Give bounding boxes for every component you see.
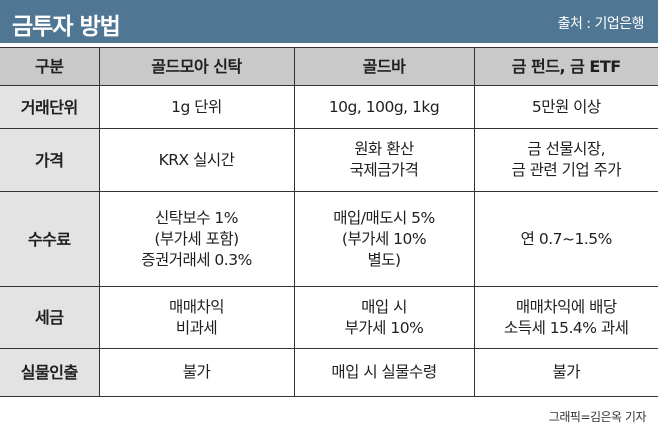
- table-cell: 10g, 100g, 1kg: [293, 85, 475, 129]
- table-cell: 매입 시 실물수령: [293, 348, 475, 397]
- table-row: 실물인출 불가 매입 시 실물수령 불가: [0, 348, 658, 397]
- page-title: 금투자 방법: [12, 14, 121, 40]
- row-label: 실물인출: [0, 348, 100, 397]
- table-cell: 매매차익 비과세: [98, 286, 295, 349]
- table-cell: 연 0.7~1.5%: [473, 191, 658, 287]
- header-row: 구분 골드모아 신탁 골드바 금 펀드, 금 ETF: [0, 47, 658, 86]
- header-gold-fund-etf: 금 펀드, 금 ETF: [473, 47, 658, 86]
- table-cell: 원화 환산 국제금가격: [293, 128, 475, 192]
- source-label: 출처 : 기업은행: [557, 16, 645, 32]
- table-cell: 불가: [473, 348, 658, 397]
- table-cell: 매입/매도시 5% (부가세 10% 별도): [293, 191, 475, 287]
- comparison-table: 구분 골드모아 신탁 골드바 금 펀드, 금 ETF 거래단위 1g 단위 10…: [0, 47, 658, 397]
- credit-label: 그래픽=김은옥 기자: [548, 410, 647, 424]
- table-cell: 1g 단위: [98, 85, 295, 129]
- table-cell: 불가: [98, 348, 295, 397]
- table-cell: 신탁보수 1% (부가세 포함) 증권거래세 0.3%: [98, 191, 295, 287]
- title-bar: 금투자 방법 출처 : 기업은행: [0, 0, 658, 43]
- table-cell: 금 선물시장, 금 관련 기업 주가: [473, 128, 658, 192]
- table-cell: KRX 실시간: [98, 128, 295, 192]
- row-label: 거래단위: [0, 85, 100, 129]
- table-row: 거래단위 1g 단위 10g, 100g, 1kg 5만원 이상: [0, 85, 658, 129]
- table-row: 가격 KRX 실시간 원화 환산 국제금가격 금 선물시장, 금 관련 기업 주가: [0, 128, 658, 192]
- table-cell: 매매차익에 배당 소득세 15.4% 과세: [473, 286, 658, 349]
- header-gold-bar: 골드바: [293, 47, 475, 86]
- header-gold-trust: 골드모아 신탁: [98, 47, 295, 86]
- row-label: 가격: [0, 128, 100, 192]
- table-cell: 5만원 이상: [473, 85, 658, 129]
- row-label: 수수료: [0, 191, 100, 287]
- table-row: 수수료 신탁보수 1% (부가세 포함) 증권거래세 0.3% 매입/매도시 5%(…: [0, 191, 658, 287]
- table-row: 세금 매매차익 비과세 매입 시 부가세 10% 매매차익에 배당 소득세 15.4%…: [0, 286, 658, 349]
- table-cell: 매입 시 부가세 10%: [293, 286, 475, 349]
- row-label: 세금: [0, 286, 100, 349]
- header-category: 구분: [0, 47, 100, 86]
